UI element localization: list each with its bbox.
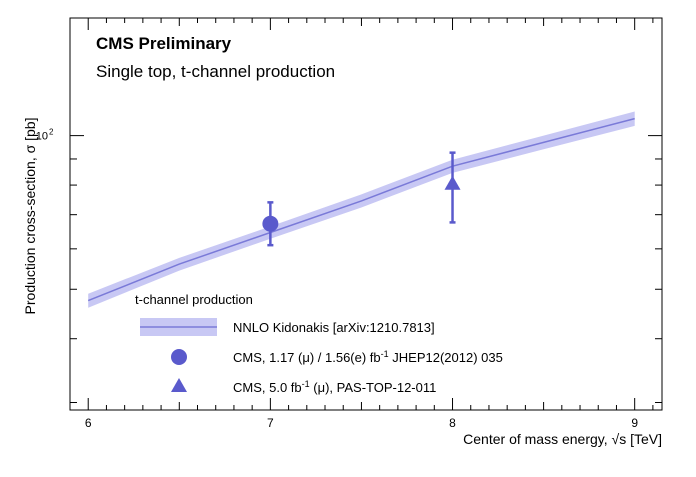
legend-entry-superscript: -1 [381,349,389,359]
chart-title: CMS Preliminary [96,34,232,53]
legend-entry-label: NNLO Kidonakis [arXiv:1210.7813] [233,320,435,335]
x-tick-label: 8 [449,416,456,430]
y-tick-label-exponent: 2 [49,128,54,137]
nnlo-central-line [87,117,635,302]
legend-entry-superscript: -1 [302,379,310,389]
x-tick-label: 6 [85,416,92,430]
x-tick-label: 9 [631,416,638,430]
legend-entry-name: CMS, 1.17 (μ) / 1.56(e) fb [233,350,381,365]
point-layer [262,151,461,247]
legend-entry-label: CMS, 1.17 (μ) / 1.56(e) fb-1 JHEP12(2012… [233,349,503,365]
nnlo-uncertainty-band [88,111,635,308]
legend-entry-label: CMS, 5.0 fb-1 (μ), PAS-TOP-12-011 [233,379,436,395]
x-axis-label: Center of mass energy, √s [TeV] [463,431,662,447]
legend: t-channel production NNLO Kidonakis [arXi… [135,292,503,395]
legend-entry-name: NNLO Kidonakis [arXiv:1210.7813] [233,320,435,335]
data-point-triangle [444,175,461,190]
legend-marker-circle [171,349,187,365]
y-axis-label: Production cross-section, σ [pb] [22,118,38,315]
y-tick-label: 10 [36,131,48,143]
plot-frame [69,17,663,411]
axis-layer: 6 7 8 9 10 2 [36,18,662,430]
data-point-circle [262,215,279,232]
x-tick-label: 7 [267,416,274,430]
legend-entry-tail: JHEP12(2012) 035 [389,350,503,365]
legend-marker-triangle [171,378,187,392]
legend-entry-tail: (μ), PAS-TOP-12-011 [310,380,437,395]
chart-subtitle: Single top, t-channel production [96,62,335,81]
legend-header: t-channel production [135,292,253,307]
band-layer [87,111,635,308]
legend-entry-name: CMS, 5.0 fb [233,380,302,395]
